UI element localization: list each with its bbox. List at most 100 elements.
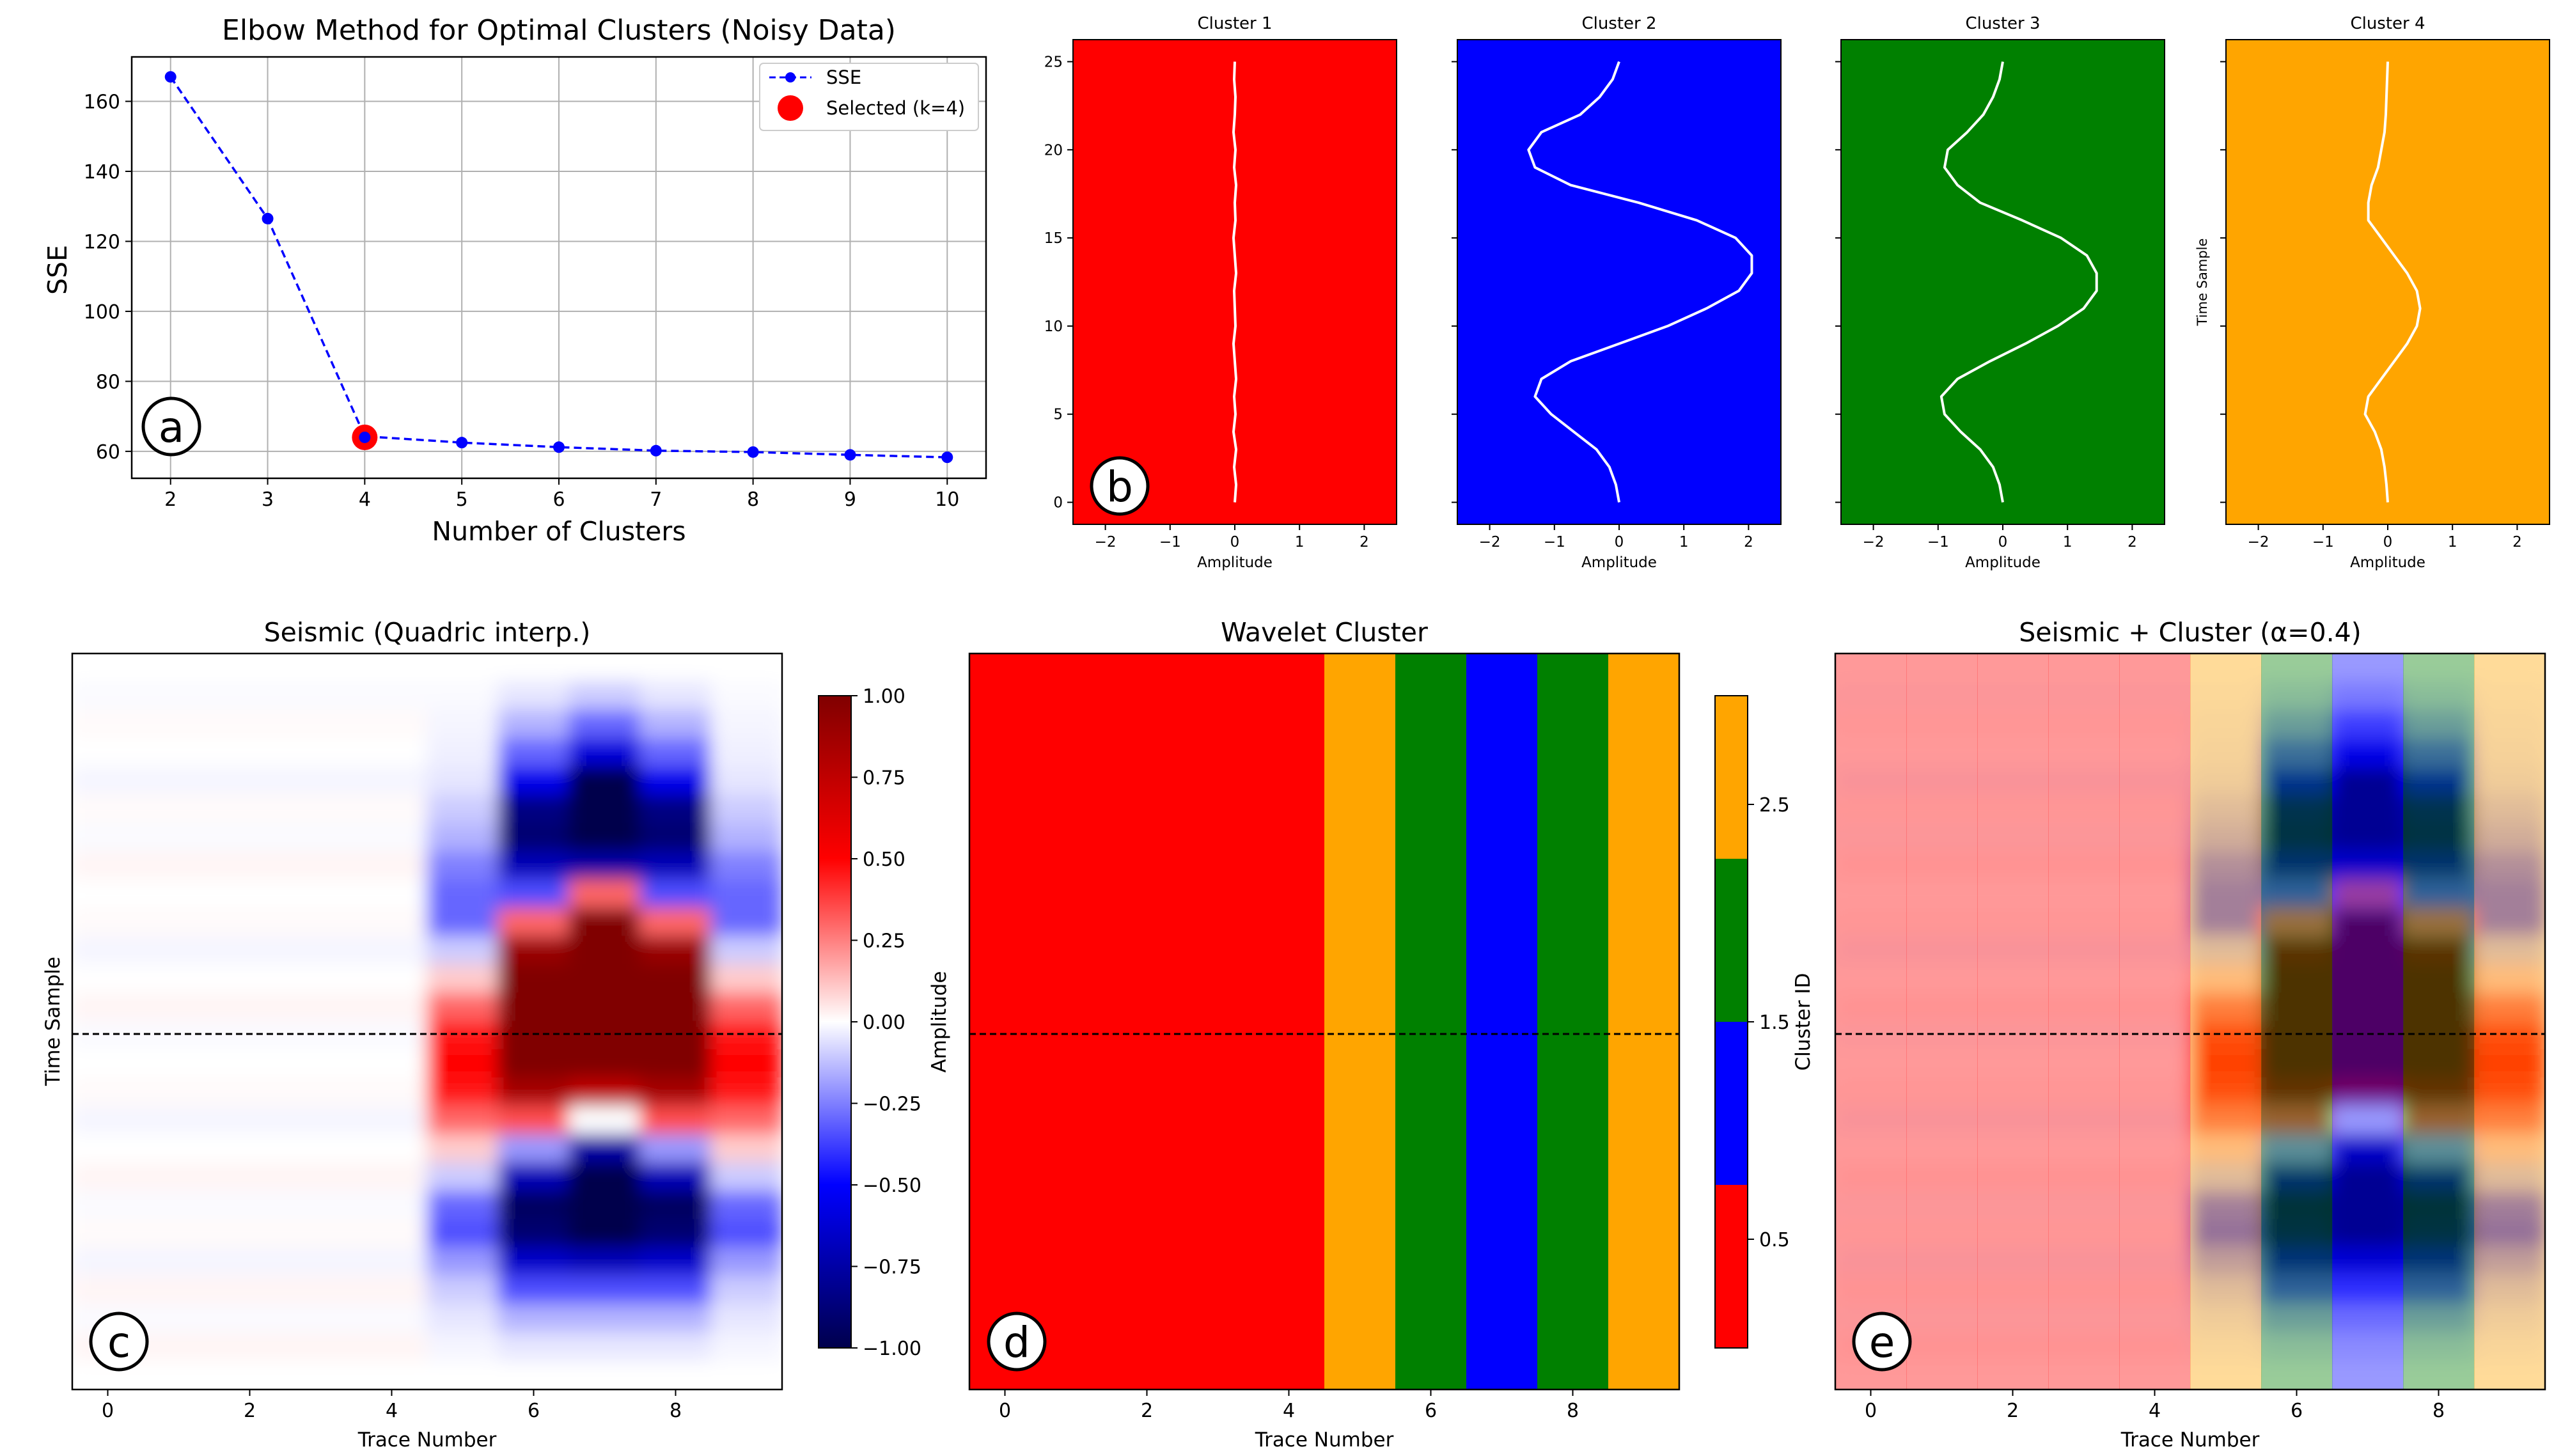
seismic-cell — [1977, 1219, 2049, 1249]
seismic-cell — [72, 935, 144, 966]
seismic-cell — [2048, 1191, 2120, 1221]
seismic-cell — [143, 1106, 215, 1136]
seismic-cell — [1977, 681, 2049, 711]
seismic-cell — [1977, 1332, 2049, 1362]
cluster-map-panel: Wavelet Cluster 0 2 4 6 8 Trace Number d 2.5… — [968, 617, 1815, 1452]
cluster-map-xticks: 0 2 4 6 8 — [999, 1389, 1579, 1422]
seismic-cell — [639, 935, 712, 966]
seismic-cell — [72, 1106, 144, 1136]
seismic-cell — [2048, 1247, 2120, 1277]
seismic-cell — [143, 935, 215, 966]
xtick-label: 8 — [2433, 1400, 2445, 1422]
seismic-cell — [1906, 1106, 1978, 1136]
seismic-cell — [285, 1360, 357, 1389]
seismic-cell — [2473, 766, 2545, 796]
panel-label-c: c — [89, 1311, 149, 1372]
seismic-cell — [2402, 654, 2475, 683]
seismic-cell — [356, 1360, 428, 1389]
seismic-cell — [1906, 1304, 1978, 1334]
xtick-label: 6 — [2291, 1400, 2303, 1422]
seismic-cell — [710, 1304, 782, 1334]
seismic-cell — [285, 1077, 357, 1108]
seismic-cell — [568, 737, 641, 768]
sse-point — [262, 212, 274, 224]
seismic-cell — [2402, 879, 2475, 909]
seismic-cell — [2402, 907, 2475, 937]
cluster-ytick-label: 15 — [1044, 230, 1063, 247]
seismic-cell — [2190, 1247, 2262, 1277]
seismic-cell — [1835, 1162, 1907, 1193]
cluster-colorbar-tick-label: 1.5 — [1759, 1012, 1790, 1034]
seismic-cell — [568, 1360, 641, 1389]
overlay-band — [2119, 654, 2191, 1389]
panel-label-b-text: b — [1106, 462, 1133, 512]
colorbar-tick-label: 0.25 — [863, 930, 905, 953]
seismic-cell — [143, 1304, 215, 1334]
seismic-cell — [72, 737, 144, 768]
seismic-cell — [2473, 850, 2545, 881]
seismic-cell — [356, 1049, 428, 1079]
seismic-cell — [639, 1360, 712, 1389]
seismic-cell — [2190, 1304, 2262, 1334]
seismic-cell — [2473, 964, 2545, 994]
seismic-cell — [143, 794, 215, 824]
amplitude-colorbar-ticks: 1.00 0.75 0.50 0.25 0.00 −0.25 −0.50 −0.75 −1.00 — [851, 685, 921, 1360]
cluster-xtick-label: 0 — [1230, 534, 1240, 551]
cluster-map-column — [1324, 654, 1396, 1389]
seismic-cell — [356, 1219, 428, 1249]
seismic-cell — [2048, 654, 2120, 683]
seismic-cell — [498, 1247, 570, 1277]
seismic-cell — [1906, 822, 1978, 852]
elbow-ytick-label: 100 — [84, 301, 120, 324]
seismic-cell — [143, 1332, 215, 1362]
seismic-cell — [143, 879, 215, 909]
seismic-cell — [2261, 1304, 2333, 1334]
seismic-cell — [427, 1219, 499, 1249]
seismic-cell — [427, 654, 499, 683]
seismic-cell — [427, 1106, 499, 1136]
seismic-cell — [285, 737, 357, 768]
seismic-cell — [214, 1275, 286, 1306]
colorbar-tick-label: −0.75 — [863, 1256, 921, 1279]
seismic-cell — [498, 907, 570, 937]
seismic-cell — [214, 935, 286, 966]
xtick-label: 6 — [1425, 1400, 1437, 1422]
seismic-cell — [285, 822, 357, 852]
cluster-map-column — [1608, 654, 1680, 1389]
seismic-cell — [2190, 1106, 2262, 1136]
seismic-cell — [2119, 1077, 2191, 1108]
seismic-cell — [2473, 1021, 2545, 1051]
seismic-cell — [427, 1332, 499, 1362]
seismic-cell — [2402, 766, 2475, 796]
seismic-cell — [2402, 1275, 2475, 1306]
seismic-cell — [2190, 681, 2262, 711]
seismic-cell — [2119, 1049, 2191, 1079]
seismic-cell — [498, 1360, 570, 1389]
seismic-cell — [214, 681, 286, 711]
seismic-cell — [1835, 737, 1907, 768]
seismic-cell — [1906, 1247, 1978, 1277]
cluster-map-column — [1182, 654, 1254, 1389]
seismic-cell — [285, 907, 357, 937]
seismic-cell — [639, 1247, 712, 1277]
overlay-title: Seismic + Cluster (α=0.4) — [2019, 617, 2361, 648]
seismic-cell — [214, 1332, 286, 1362]
seismic-cell — [356, 1106, 428, 1136]
seismic-cell — [1906, 1049, 1978, 1079]
elbow-legend: SSE Selected (k=4) — [759, 63, 979, 131]
cluster-colorbar-ticks: 2.5 1.5 0.5 — [1748, 794, 1790, 1251]
cluster-2-wavelet — [1527, 61, 1753, 503]
xtick-label: 2 — [1141, 1400, 1153, 1422]
seismic-cell — [2261, 654, 2333, 683]
cluster-xtick-label: −1 — [1544, 534, 1565, 551]
seismic-cell — [710, 935, 782, 966]
seismic-cell — [214, 964, 286, 994]
elbow-xtick-label: 6 — [552, 489, 565, 511]
seismic-cell — [2048, 709, 2120, 739]
panel-label-a-text: a — [159, 403, 184, 452]
seismic-cell — [2402, 1191, 2475, 1221]
cluster-ytick-label: 5 — [1053, 407, 1063, 423]
seismic-cell — [2119, 1106, 2191, 1136]
